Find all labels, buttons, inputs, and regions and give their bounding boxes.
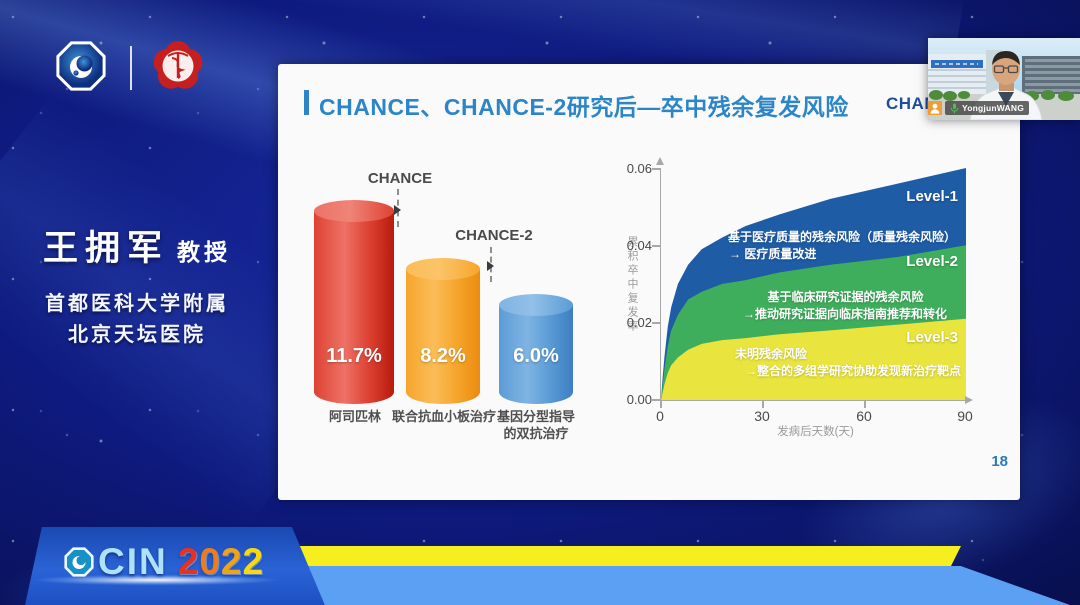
microphone-icon bbox=[950, 103, 959, 113]
y-tick-mark bbox=[652, 322, 660, 324]
y-axis-arrow-icon bbox=[656, 157, 664, 165]
arrow-right-icon bbox=[394, 205, 401, 215]
bar-value: 11.7% bbox=[326, 345, 382, 367]
y-tick-mark bbox=[652, 168, 660, 170]
y-tick-label: 0.00 bbox=[626, 392, 652, 407]
bar-genotype-guided: 6.0% bbox=[499, 294, 573, 404]
level-1-label: Level-1 bbox=[906, 188, 958, 205]
bar-value: 8.2% bbox=[420, 345, 466, 367]
level-2-label: Level-2 bbox=[906, 253, 958, 270]
octagon-wave-icon bbox=[64, 547, 94, 577]
bar-value: 6.0% bbox=[513, 345, 559, 367]
presentation-slide: CHANCE、CHANCE-2研究后—卒中残余复发风险 CHANCE CHANC… bbox=[278, 64, 1020, 500]
arrow-right-icon bbox=[487, 261, 494, 271]
speaker-info: 王拥军 教授 首都医科大学附属 北京天坛医院 bbox=[18, 220, 256, 350]
area-series-level-3 bbox=[661, 318, 966, 400]
x-tick-label: 60 bbox=[856, 408, 872, 424]
participant-name: YongjunWANG bbox=[962, 103, 1025, 113]
person-icon bbox=[928, 101, 942, 115]
bar-top-ellipse bbox=[406, 258, 480, 280]
chance2-annotation-label: CHANCE-2 bbox=[455, 227, 533, 244]
banner-year-digit: 2 bbox=[177, 541, 200, 582]
slide-title-row: CHANCE、CHANCE-2研究后—卒中残余复发风险 bbox=[304, 88, 849, 122]
area-plot: Level-1 Level-2 Level-3 基于医疗质量的残余风险（质量残余… bbox=[660, 168, 966, 401]
banner-blue-stripe bbox=[295, 566, 1070, 605]
banner-light-streak bbox=[25, 573, 325, 587]
x-axis-label: 发病后天数(天) bbox=[777, 426, 854, 438]
banner-logo-text: CIN 2 0 2 2 bbox=[64, 541, 264, 583]
x-tick-label: 0 bbox=[656, 408, 664, 424]
chance-annotation-label: CHANCE bbox=[367, 170, 433, 187]
speaker-title: 教授 bbox=[177, 239, 231, 266]
banner-brand-text: CIN bbox=[98, 541, 168, 582]
level-3-label: Level-3 bbox=[906, 329, 958, 346]
bar-category-label: 联合抗血小板治疗 bbox=[391, 409, 496, 424]
speaker-video-thumbnail[interactable]: YongjunWANG bbox=[928, 38, 1080, 120]
y-tick-label: 0.04 bbox=[626, 238, 652, 253]
banner-yellow-stripe bbox=[295, 546, 961, 566]
y-tick-mark bbox=[652, 399, 660, 401]
y-tick-mark bbox=[652, 245, 660, 247]
red-flower-medical-logo bbox=[150, 38, 206, 99]
x-tick-label: 30 bbox=[754, 408, 770, 424]
title-accent-bar bbox=[304, 90, 309, 115]
speaker-name-line: 王拥军 教授 bbox=[18, 220, 256, 271]
speaker-affiliation: 首都医科大学附属 北京天坛医院 bbox=[18, 288, 256, 350]
x-axis-arrow-icon bbox=[965, 396, 973, 404]
banner-year-digit: 2 bbox=[242, 541, 265, 582]
page-number: 18 bbox=[991, 453, 1008, 470]
bar-aspirin: 11.7% bbox=[314, 200, 394, 404]
x-tick-mark bbox=[660, 401, 662, 408]
level-2-annotation: 基于临床研究证据的残余风险 →推动研究证据向临床指南推荐和转化 bbox=[743, 290, 948, 321]
x-tick-mark bbox=[864, 401, 866, 408]
speaker-name: 王拥军 bbox=[42, 228, 169, 269]
slide-title: CHANCE、CHANCE-2研究后—卒中残余复发风险 bbox=[319, 94, 849, 120]
octagon-wave-logo bbox=[55, 40, 107, 97]
y-axis-label: 累积卒中复发率 bbox=[626, 236, 638, 334]
bar-category-label: 阿司匹林 bbox=[328, 409, 381, 424]
x-tick-mark bbox=[762, 401, 764, 408]
affiliation-line1: 首都医科大学附属 bbox=[45, 291, 229, 315]
banner-year-digit: 0 bbox=[199, 541, 221, 582]
level-3-annotation: 未明残余风险 →整合的多组学研究协助发现新治疗靶点 bbox=[735, 347, 962, 378]
bar-top-ellipse bbox=[499, 294, 573, 316]
participant-nametag: YongjunWANG bbox=[945, 101, 1030, 115]
affiliation-line2: 北京天坛医院 bbox=[68, 322, 206, 346]
x-tick-label: 90 bbox=[957, 408, 973, 424]
level-1-annotation: 基于医疗质量的残余风险（质量残余风险） → 医疗质量改进 bbox=[727, 230, 956, 261]
logo-divider bbox=[130, 46, 132, 90]
cin-2022-banner: CIN 2 0 2 2 bbox=[25, 527, 325, 605]
video-scene bbox=[928, 38, 1080, 120]
banner-year-digit: 2 bbox=[220, 541, 243, 582]
bar-category-label: 基因分型指导 的双抗治疗 bbox=[496, 409, 575, 441]
y-tick-label: 0.06 bbox=[626, 161, 652, 176]
bar-dual-antiplatelet: 8.2% bbox=[406, 258, 480, 404]
y-tick-label: 0.02 bbox=[626, 315, 652, 330]
bar-top-ellipse bbox=[314, 200, 394, 222]
